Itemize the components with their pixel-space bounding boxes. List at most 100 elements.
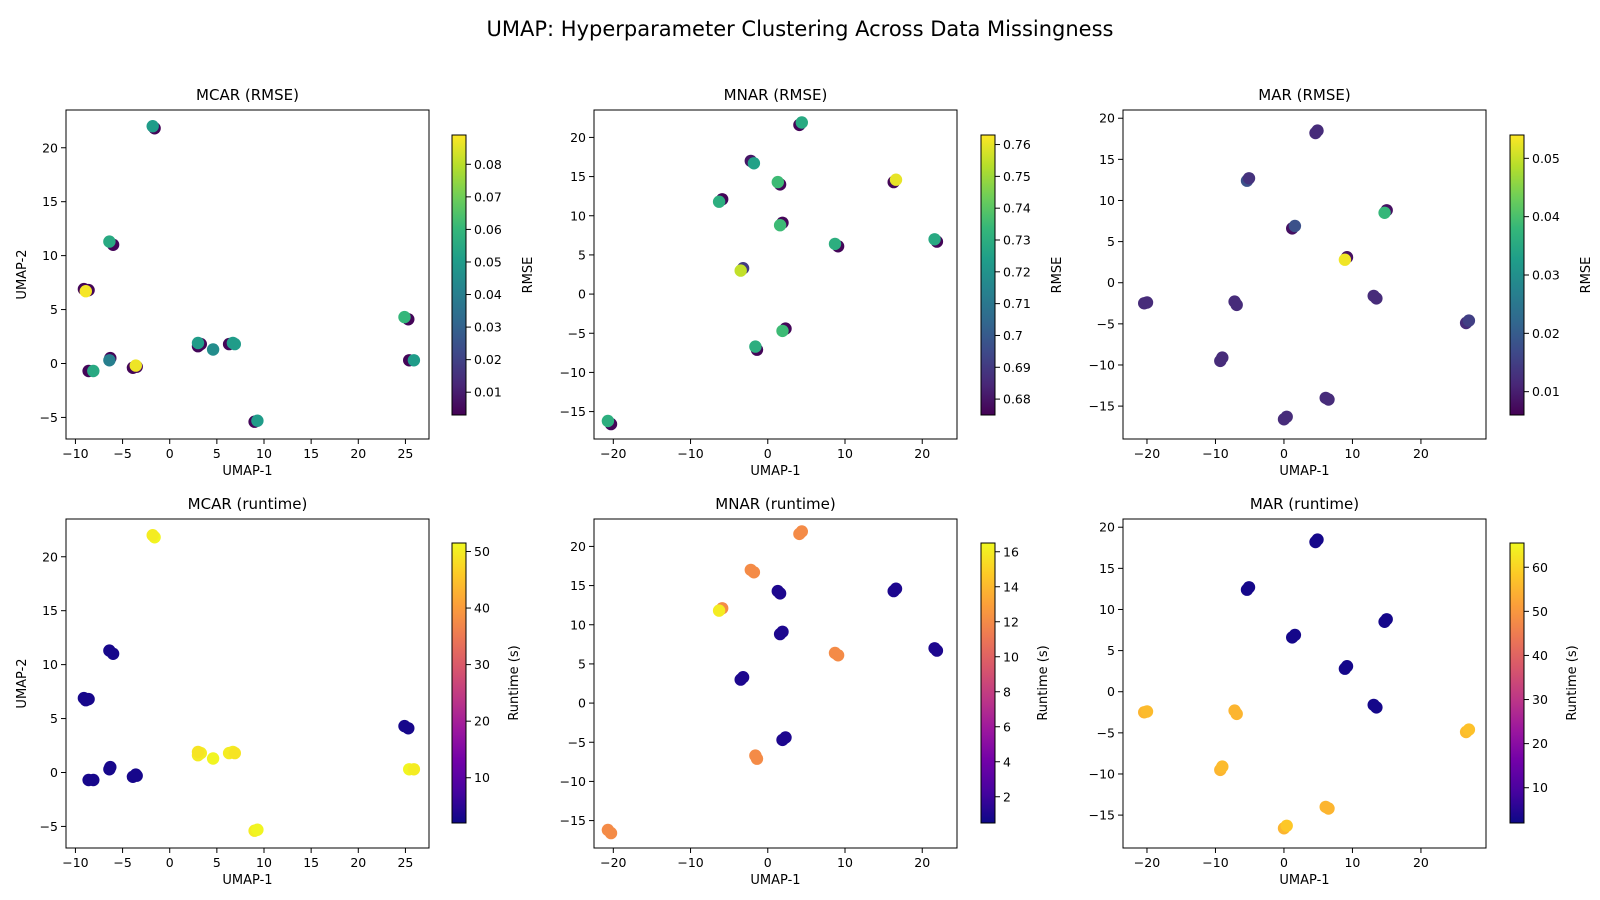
- x-tick-label: 10: [837, 855, 853, 870]
- colorbar-tick-label: 0.72: [1003, 264, 1031, 279]
- colorbar-tick-label: 0.04: [1532, 209, 1560, 224]
- scatter-point: [776, 733, 789, 747]
- y-tick-label: 20: [42, 549, 58, 564]
- x-tick-label: 15: [303, 446, 319, 461]
- x-tick-label: −20: [600, 855, 626, 870]
- x-axis-label: UMAP-1: [750, 464, 800, 479]
- y-tick-label: 10: [1099, 602, 1115, 617]
- scatter-point: [398, 310, 411, 324]
- scatter-point: [889, 173, 903, 186]
- x-tick-label: 5: [213, 855, 221, 870]
- scatter-point: [251, 823, 264, 836]
- plot-frame: [1122, 518, 1487, 849]
- plot-frame: [1122, 109, 1487, 440]
- colorbar-tick-label: 0.73: [1003, 233, 1031, 248]
- x-axis-label: UMAP-1: [222, 873, 272, 888]
- scatter-point: [1370, 292, 1383, 305]
- colorbar-label: RMSE: [521, 257, 536, 294]
- colorbar: 0.01 0.02 0.03 0.04 0.05 0.06 0.07 0.08 RMSE: [451, 134, 536, 416]
- subplot-title: MNAR (runtime): [715, 495, 835, 513]
- y-tick-label: −5: [1097, 316, 1115, 331]
- colorbar-tick-label: 0.06: [474, 222, 502, 237]
- x-tick-label: 10: [256, 446, 272, 461]
- scatter-point: [1462, 723, 1476, 736]
- y-tick-label: 15: [42, 603, 58, 618]
- colorbar-tick-label: 30: [474, 657, 490, 672]
- scatter-points: [1138, 124, 1476, 426]
- x-tick-label: 20: [914, 855, 930, 870]
- scatter-point: [191, 745, 205, 759]
- y-tick-label: 5: [50, 302, 58, 317]
- y-tick-label: 15: [42, 194, 58, 209]
- scatter-point: [228, 337, 241, 351]
- scatter-point: [407, 354, 421, 367]
- y-tick-label: 20: [1099, 520, 1115, 535]
- y-tick-label: −15: [1089, 808, 1115, 823]
- y-tick-label: 20: [570, 539, 586, 554]
- y-tick-label: −5: [568, 326, 586, 341]
- colorbar-tick-label: 4: [1003, 754, 1011, 769]
- subplot-2: MNAR (RMSE) −20 −10 0 10 20 −15 −10 −5 0 5 10 15 20 UM…: [560, 86, 1065, 479]
- scatter-point: [206, 343, 220, 356]
- scatter-point: [795, 116, 808, 129]
- scatter-point: [1311, 533, 1324, 546]
- y-tick-label: 10: [42, 657, 58, 672]
- colorbar-tick-label: 0.08: [474, 157, 502, 172]
- x-tick-label: −10: [677, 446, 703, 461]
- scatter-point: [1140, 705, 1154, 718]
- scatter-point: [747, 566, 761, 579]
- scatter-point: [1338, 253, 1352, 266]
- subplot-1: MCAR (RMSE) −10 −5 0 5 10 15 20 25 −5 0 5 10 15 20 UMAP…: [15, 86, 536, 479]
- scatter-point: [146, 120, 159, 133]
- scatter-point: [601, 414, 615, 428]
- y-tick-label: −15: [1089, 399, 1115, 414]
- x-tick-label: 20: [1413, 855, 1429, 870]
- y-tick-label: 15: [1099, 561, 1115, 576]
- subplot-title: MNAR (RMSE): [724, 86, 828, 104]
- x-tick-label: 0: [166, 446, 174, 461]
- x-tick-label: 10: [837, 446, 853, 461]
- x-tick-label: 20: [1413, 446, 1429, 461]
- scatter-point: [747, 157, 761, 170]
- scatter-points: [77, 529, 421, 837]
- scatter-point: [1242, 581, 1256, 594]
- y-tick-label: −15: [560, 404, 586, 419]
- y-tick-label: 20: [1099, 111, 1115, 126]
- y-tick-label: 5: [578, 247, 586, 262]
- colorbar-tick-label: 0.76: [1003, 137, 1031, 152]
- y-tick-label: −5: [40, 410, 58, 425]
- colorbar-frame: [980, 542, 996, 824]
- colorbar-tick-label: 40: [1532, 648, 1548, 663]
- colorbar-tick-label: 0.68: [1003, 392, 1031, 407]
- x-tick-label: 10: [1344, 855, 1360, 870]
- y-axis-label: UMAP-2: [15, 658, 30, 708]
- colorbar-tick-label: 8: [1003, 684, 1011, 699]
- y-tick-label: 5: [1107, 643, 1115, 658]
- subplot-5: MNAR (runtime) −20 −10 0 10 20 −15 −10 −5 0 5 10 15 2…: [560, 495, 1051, 888]
- colorbar-label: Runtime (s): [1036, 645, 1051, 720]
- y-tick-label: 20: [42, 140, 58, 155]
- y-tick-label: 15: [570, 578, 586, 593]
- scatter-point: [1242, 172, 1256, 185]
- scatter-point: [1280, 819, 1293, 832]
- y-tick-label: −15: [560, 813, 586, 828]
- y-tick-label: 0: [1107, 275, 1115, 290]
- figure-title: UMAP: Hyperparameter Clustering Across D…: [487, 17, 1114, 41]
- y-tick-label: 5: [50, 711, 58, 726]
- scatter-point: [206, 752, 220, 765]
- y-tick-label: 20: [570, 130, 586, 145]
- scatter-point: [1288, 628, 1302, 642]
- x-axis-label: UMAP-1: [1279, 464, 1329, 479]
- colorbar: 0.01 0.02 0.03 0.04 0.05 RMSE: [1509, 134, 1594, 416]
- y-tick-label: 10: [570, 617, 586, 632]
- y-tick-label: −5: [568, 735, 586, 750]
- colorbar-frame: [980, 134, 996, 416]
- y-tick-label: −5: [1097, 725, 1115, 740]
- scatter-point: [734, 673, 747, 686]
- y-tick-label: 5: [1107, 234, 1115, 249]
- subplot-3: MAR (RMSE) −20 −10 0 10 20 −15 −10 −5 0 5 10 15 20 UMA…: [1089, 86, 1594, 479]
- scatter-point: [251, 414, 264, 427]
- scatter-point: [776, 324, 789, 338]
- x-axis-label: UMAP-1: [1279, 873, 1329, 888]
